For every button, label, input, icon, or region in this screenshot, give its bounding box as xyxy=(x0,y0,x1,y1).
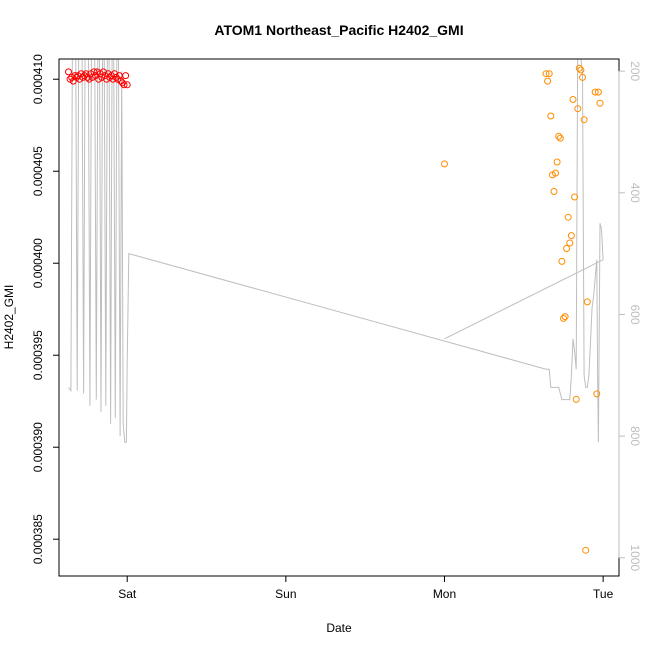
y-tick-label: 0.000395 xyxy=(31,330,45,380)
data-point-series-2 xyxy=(575,64,583,72)
y-axis-label: H2402_GMI xyxy=(2,285,16,350)
y-tick-label: 0.000390 xyxy=(31,422,45,472)
data-point-series-2 xyxy=(561,313,569,321)
y2-axis-right: 200 400 600 800 1000 xyxy=(618,61,642,571)
plot-frame xyxy=(58,58,620,577)
data-point-series-1 xyxy=(65,68,72,76)
data-point-series-2 xyxy=(567,232,575,240)
data-point-series-2 xyxy=(556,134,564,142)
data-point-series-2 xyxy=(547,112,555,120)
secondary-series-line xyxy=(68,59,604,443)
data-point-series-1 xyxy=(119,79,126,87)
x-tick-label: Sun xyxy=(275,587,296,601)
y2-tick-label: 1000 xyxy=(628,544,642,571)
y-tick-label: 0.000410 xyxy=(31,54,45,104)
data-point-series-1 xyxy=(122,72,130,80)
x-axis-label: Date xyxy=(326,621,352,635)
data-point-series-2 xyxy=(593,390,601,398)
data-point-series-2 xyxy=(553,158,561,166)
x-tick-label: Sat xyxy=(118,587,137,601)
data-point-series-2 xyxy=(577,66,585,74)
data-point-series-2 xyxy=(564,213,572,221)
y-axis: 0.000385 0.000390 0.000395 0.000400 0.000405… xyxy=(31,54,60,564)
data-point-series-1 xyxy=(123,81,131,89)
data-point-series-2 xyxy=(563,245,571,252)
data-point-series-2 xyxy=(544,77,552,85)
y-tick-label: 0.000400 xyxy=(31,238,45,288)
data-point-series-1 xyxy=(120,81,128,89)
y2-tick-label: 400 xyxy=(628,183,642,203)
data-point-series-2 xyxy=(594,88,602,96)
data-point-series-2 xyxy=(552,169,559,177)
data-point-series-2 xyxy=(580,116,588,124)
data-point-series-1 xyxy=(90,68,98,76)
data-point-series-1 xyxy=(99,68,107,76)
data-point-series-2 xyxy=(555,132,563,140)
data-point-series-2 xyxy=(558,257,566,265)
plot-area xyxy=(65,59,604,554)
y2-tick-label: 800 xyxy=(628,426,642,446)
data-point-series-1 xyxy=(111,70,118,78)
data-point-series-2 xyxy=(566,239,574,247)
data-point-series-2 xyxy=(596,99,604,107)
data-point-series-1 xyxy=(71,72,79,80)
x-axis: Sat Sun Mon Tue xyxy=(118,575,614,601)
secondary-series-segment xyxy=(444,259,604,340)
data-point-series-2 xyxy=(550,188,558,195)
chart-title: ATOM1 Northeast_Pacific H2402_GMI xyxy=(214,22,463,38)
data-point-series-2 xyxy=(542,70,550,78)
data-point-series-2 xyxy=(582,546,590,554)
data-point-series-2 xyxy=(579,73,586,81)
y-tick-label: 0.000405 xyxy=(31,146,45,196)
data-point-series-1 xyxy=(82,70,90,78)
data-point-series-2 xyxy=(574,105,582,113)
data-point-series-2 xyxy=(545,70,553,78)
x-tick-label: Tue xyxy=(593,587,614,601)
y2-tick-label: 200 xyxy=(628,61,642,81)
data-point-series-2 xyxy=(569,96,577,103)
x-tick-label: Mon xyxy=(433,587,456,601)
y2-tick-label: 600 xyxy=(628,304,642,324)
data-point-series-2 xyxy=(441,160,448,168)
data-point-series-2 xyxy=(572,395,580,403)
data-point-series-2 xyxy=(591,88,599,96)
data-point-series-2 xyxy=(571,193,579,201)
data-point-series-2 xyxy=(583,298,591,306)
data-point-series-2 xyxy=(560,314,567,322)
y-tick-label: 0.000385 xyxy=(31,514,45,564)
